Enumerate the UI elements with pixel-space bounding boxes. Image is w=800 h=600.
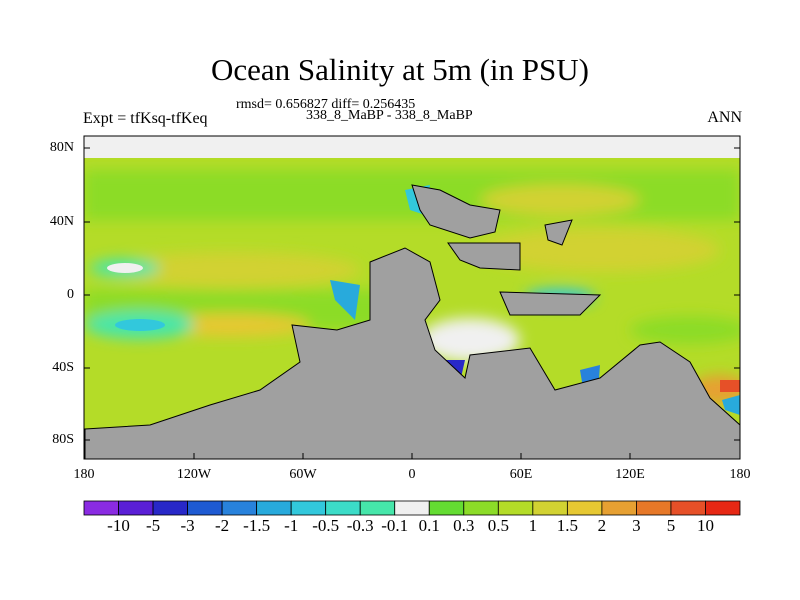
experiment-label: Expt = tfKsq-tfKeq <box>83 110 208 127</box>
lon-tick-label: 0 <box>408 467 416 482</box>
colorbar-swatch <box>256 500 292 516</box>
colorbar-label: -0.5 <box>312 516 340 535</box>
colorbar-swatch <box>601 500 637 516</box>
colorbar-swatch <box>152 500 188 516</box>
stats-label: rmsd= 0.656827 diff= 0.256435 <box>236 97 416 112</box>
colorbar-swatch <box>428 500 465 516</box>
lat-tick-label: 80S <box>52 432 74 447</box>
lon-tick-label: 180 <box>729 467 751 482</box>
colorbar-swatch <box>670 500 706 516</box>
tick-marks <box>84 147 740 459</box>
colorbar-swatch <box>221 500 258 516</box>
lon-tick-label: 60W <box>289 467 317 482</box>
colorbar-label: 1 <box>528 516 538 535</box>
colorbar <box>83 500 741 516</box>
colorbar-swatch <box>532 500 568 516</box>
colorbar-swatch <box>325 500 361 516</box>
colorbar-label: 0.3 <box>453 516 475 535</box>
colorbar-label: 10 <box>696 516 714 535</box>
colorbar-label: -10 <box>107 516 130 535</box>
lon-tick-label: 60E <box>509 467 533 482</box>
colorbar-swatch <box>359 500 396 516</box>
colorbar-label: 2 <box>597 516 607 535</box>
colorbar-swatch <box>290 500 327 516</box>
colorbar-label: -1 <box>284 516 299 535</box>
colorbar-swatch <box>83 500 119 516</box>
case-compare-label: 338_8_MaBP - 338_8_MaBP <box>306 108 473 123</box>
season-label: ANN <box>707 109 742 126</box>
colorbar-label: -0.1 <box>381 516 409 535</box>
lat-tick-label: 80N <box>49 140 74 155</box>
colorbar-label: -2 <box>215 516 230 535</box>
map-title: Ocean Salinity at 5m (in PSU) <box>211 52 589 87</box>
lon-tick-label: 120W <box>176 467 212 482</box>
colorbar-swatch <box>497 500 534 516</box>
lat-tick-label: 40N <box>49 214 74 229</box>
colorbar-label: -3 <box>180 516 195 535</box>
colorbar-label: -1.5 <box>243 516 271 535</box>
lon-tick-label: 180 <box>73 467 95 482</box>
lon-tick-label: 120E <box>615 467 645 482</box>
colorbar-swatch <box>705 500 741 516</box>
colorbar-swatch <box>463 500 499 516</box>
lat-tick-label: 0 <box>67 287 74 302</box>
colorbar-label: 0.1 <box>418 516 440 535</box>
colorbar-label: 5 <box>666 516 676 535</box>
colorbar-label: 3 <box>632 516 641 535</box>
colorbar-label: -0.3 <box>346 516 374 535</box>
land-masses <box>84 184 741 460</box>
colorbar-swatch <box>187 500 223 516</box>
colorbar-swatch <box>566 500 603 516</box>
colorbar-label: 0.5 <box>487 516 509 535</box>
colorbar-label: -5 <box>145 516 161 535</box>
colorbar-swatch <box>118 500 154 516</box>
lat-tick-label: 40S <box>52 360 74 375</box>
colorbar-label: 1.5 <box>556 516 578 535</box>
colorbar-swatch <box>636 500 672 516</box>
colorbar-swatch <box>394 500 430 516</box>
